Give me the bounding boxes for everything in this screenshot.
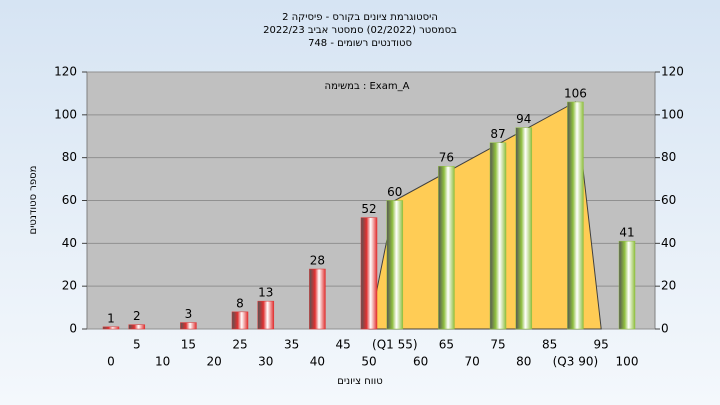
y-tick-label: 20 <box>62 279 77 293</box>
x-tick-label: (Q3 90) <box>553 355 599 369</box>
x-tick-label: 0 <box>107 355 115 369</box>
value-label: 3 <box>185 307 193 321</box>
x-tick-label: 45 <box>336 338 351 352</box>
y-tick-label: 80 <box>62 150 77 164</box>
x-tick-label: 15 <box>181 338 196 352</box>
y2-tick-label: 40 <box>661 236 676 250</box>
bar <box>180 322 197 330</box>
value-label: 94 <box>516 112 531 126</box>
value-label: 8 <box>236 296 244 310</box>
value-label: 60 <box>387 185 402 199</box>
bar <box>102 326 120 330</box>
bar <box>231 311 249 330</box>
chart-subtitle: סטודנטים רשומים - 748 <box>308 38 412 49</box>
y2-tick-label: 0 <box>661 322 669 336</box>
bar <box>618 240 636 330</box>
bar <box>360 217 378 330</box>
y-axis-label: מספר סטודנטים <box>28 166 39 235</box>
y-tick-label: 120 <box>54 65 77 79</box>
x-tick-label: (Q1 55) <box>372 338 418 352</box>
x-tick-label: 85 <box>542 338 557 352</box>
y2-tick-label: 100 <box>661 107 684 121</box>
x-tick-label: 75 <box>490 338 505 352</box>
x-axis-label: טווח ציונים <box>337 376 382 387</box>
value-label: 52 <box>361 202 376 216</box>
value-label: 106 <box>564 86 587 100</box>
value-label: 2 <box>133 309 141 323</box>
x-tick-label: 70 <box>465 355 480 369</box>
y-tick-label: 40 <box>62 236 77 250</box>
x-tick-label: 40 <box>310 355 325 369</box>
value-label: 28 <box>310 254 325 268</box>
y2-tick-label: 80 <box>661 150 676 164</box>
chart-subtitle: בסמסטר (02/2022) סמסטר אביב 2022/23 <box>263 25 457 36</box>
x-tick-label: 25 <box>232 338 247 352</box>
y2-tick-label: 20 <box>661 279 676 293</box>
bar <box>438 165 455 330</box>
annotation: במשימה : Exam_A <box>325 81 410 92</box>
value-label: 13 <box>258 286 273 300</box>
x-tick-label: 95 <box>594 338 609 352</box>
value-label: 87 <box>490 127 505 141</box>
bar <box>489 142 507 330</box>
x-tick-label: 35 <box>284 338 299 352</box>
x-tick-label: 50 <box>361 355 376 369</box>
x-tick-label: 100 <box>616 355 639 369</box>
y2-tick-label: 60 <box>661 193 676 207</box>
bar <box>515 127 533 330</box>
y2-tick-label: 120 <box>661 65 684 79</box>
bar <box>257 300 275 330</box>
value-label: 76 <box>439 151 454 165</box>
y-tick-label: 100 <box>54 107 77 121</box>
bar <box>386 200 404 330</box>
y-tick-label: 60 <box>62 193 77 207</box>
x-tick-label: 5 <box>133 338 141 352</box>
value-label: 1 <box>107 311 115 325</box>
x-tick-label: 60 <box>413 355 428 369</box>
x-tick-label: 80 <box>516 355 531 369</box>
x-tick-label: 65 <box>439 338 454 352</box>
x-tick-label: 10 <box>155 355 170 369</box>
bar <box>128 324 146 330</box>
x-tick-label: 30 <box>258 355 273 369</box>
chart-title: היסטוגרמת ציונים בקורס - פיסיקה 2 <box>282 12 438 23</box>
bar <box>567 101 584 330</box>
x-tick-label: 20 <box>207 355 222 369</box>
value-label: 41 <box>619 226 634 240</box>
bar <box>309 268 326 330</box>
y-tick-label: 0 <box>69 322 77 336</box>
